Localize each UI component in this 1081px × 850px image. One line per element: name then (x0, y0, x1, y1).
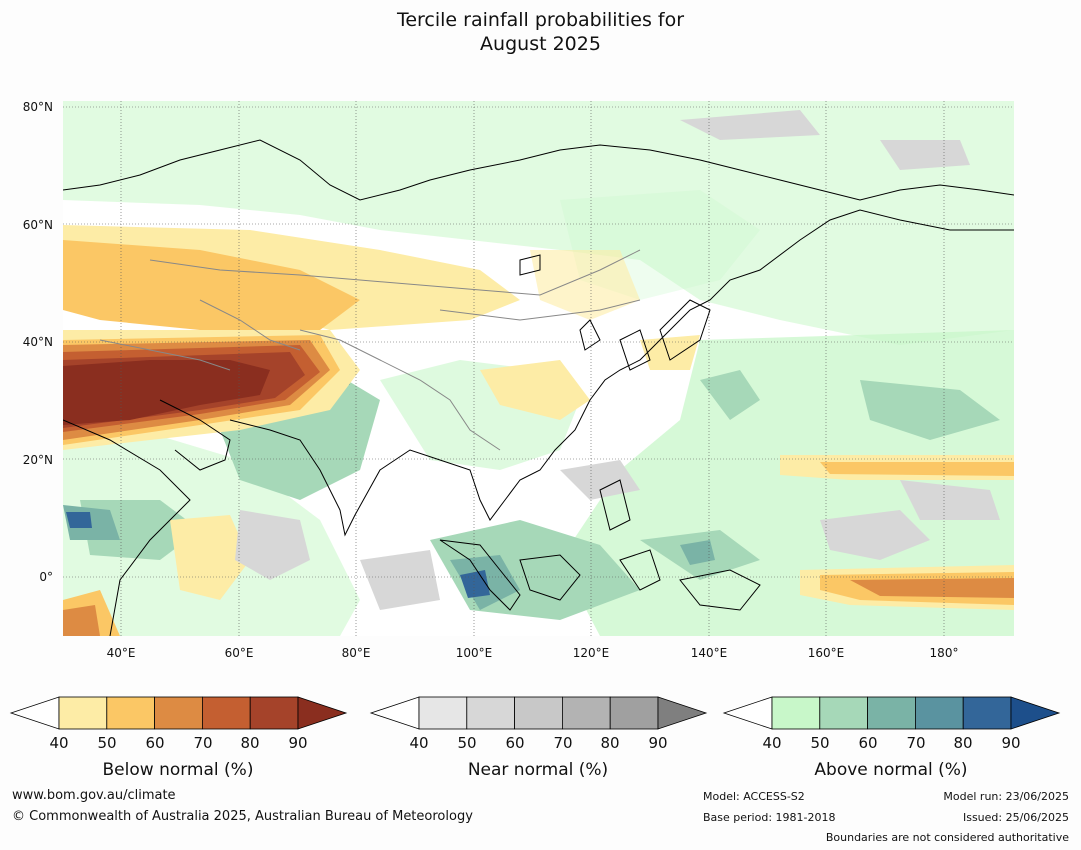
lat-label: 60°N (23, 218, 53, 232)
colorbar-high-extension (297, 696, 348, 730)
colorbar-tick: 90 (648, 734, 667, 752)
above-normal-colorbar: 40 50 60 70 80 90 Above normal (%) (722, 696, 1061, 780)
colorbar-low-extension (722, 696, 773, 730)
colorbar-swatch (819, 696, 869, 730)
colorbar-low-extension (9, 696, 60, 730)
below-normal-region (63, 225, 1014, 636)
colorbar-tick: 50 (457, 734, 476, 752)
near-normal-colorbar: 40 50 60 70 80 90 Near normal (%) (369, 696, 708, 780)
colorbar-swatch (867, 696, 916, 730)
colorbar-tick: 70 (553, 734, 572, 752)
colorbar-tick: 60 (505, 734, 524, 752)
colorbar-swatch (914, 696, 964, 730)
colorbar-tick: 70 (193, 734, 212, 752)
colorbar-high-extension (657, 696, 708, 730)
title-line-2: August 2025 (480, 33, 601, 55)
chart-title: Tercile rainfall probabilities for Augus… (0, 8, 1081, 56)
colorbar-low-extension (369, 696, 420, 730)
copyright-text: © Commonwealth of Australia 2025, Austra… (12, 809, 473, 824)
colorbar-tick: 80 (953, 734, 972, 752)
coastlines (63, 139, 1014, 636)
below-normal-colorbar: 40 50 60 70 80 90 Below normal (%) (9, 696, 348, 780)
colorbar-tick: 90 (1001, 734, 1020, 752)
colorbar-high-extension (1010, 696, 1061, 730)
lon-label: 160°E (808, 646, 845, 660)
country-borders (99, 249, 641, 451)
issued-date: Issued: 25/06/2025 (962, 811, 1069, 824)
base-period: Base period: 1981-2018 (703, 811, 836, 824)
lon-label: 140°E (691, 646, 728, 660)
rainfall-probability-map: 80°N 60°N 40°N 20°N 0° 40°E 60°E 80°E 10… (23, 100, 1014, 660)
colorbar-title: Above normal (%) (814, 760, 967, 780)
colorbar-swatch (58, 696, 108, 730)
lat-label: 0° (39, 570, 53, 584)
colorbar-title: Below normal (%) (103, 760, 254, 780)
colorbar-tick: 60 (145, 734, 164, 752)
lon-label: 40°E (107, 646, 136, 660)
colorbar-tick: 90 (288, 734, 307, 752)
latitude-labels: 80°N 60°N 40°N 20°N 0° (23, 100, 53, 584)
colorbar-swatch (561, 696, 611, 730)
lon-label: 180° (930, 646, 959, 660)
colorbar-tick: 40 (409, 734, 428, 752)
colorbar-ticks: 40 50 60 70 80 90 (409, 734, 667, 752)
lat-label: 80°N (23, 100, 53, 114)
colorbar-swatch (418, 696, 468, 730)
colorbar-swatch (106, 696, 156, 730)
colorbar-tick: 70 (906, 734, 925, 752)
colorbar-swatch (466, 696, 516, 730)
colorbar-tick: 50 (97, 734, 116, 752)
lon-label: 60°E (225, 646, 254, 660)
lon-label: 120°E (573, 646, 610, 660)
model-name: Model: ACCESS-S2 (703, 790, 805, 803)
colorbar-ticks: 40 50 60 70 80 90 (762, 734, 1020, 752)
colorbar-swatch (609, 696, 659, 730)
probability-shading (63, 101, 1014, 636)
colorbar-swatch (771, 696, 821, 730)
colorbar-title: Near normal (%) (468, 760, 608, 780)
model-run-date: Model run: 23/06/2025 (943, 790, 1069, 803)
lat-label: 20°N (23, 453, 53, 467)
website-link[interactable]: www.bom.gov.au/climate (12, 788, 176, 803)
colorbar-swatch (201, 696, 251, 730)
colorbar-tick: 80 (240, 734, 259, 752)
lon-label: 80°E (342, 646, 371, 660)
colorbar-swatch (962, 696, 1012, 730)
colorbar-swatch (249, 696, 299, 730)
colorbar-ticks: 40 50 60 70 80 90 (49, 734, 307, 752)
colorbar-tick: 50 (810, 734, 829, 752)
lat-label: 40°N (23, 335, 53, 349)
colorbar-tick: 60 (858, 734, 877, 752)
boundaries-disclaimer: Boundaries are not considered authoritat… (825, 831, 1069, 844)
colorbar-swatch (154, 696, 203, 730)
colorbar-tick: 40 (49, 734, 68, 752)
lon-label: 100°E (456, 646, 493, 660)
longitude-labels: 40°E 60°E 80°E 100°E 120°E 140°E 160°E 1… (107, 646, 959, 660)
colorbar-tick: 80 (600, 734, 619, 752)
title-line-1: Tercile rainfall probabilities for (396, 9, 685, 31)
colorbar-swatch (514, 696, 563, 730)
graticule (63, 101, 1014, 636)
colorbar-tick: 40 (762, 734, 781, 752)
near-normal-region (235, 110, 1000, 610)
